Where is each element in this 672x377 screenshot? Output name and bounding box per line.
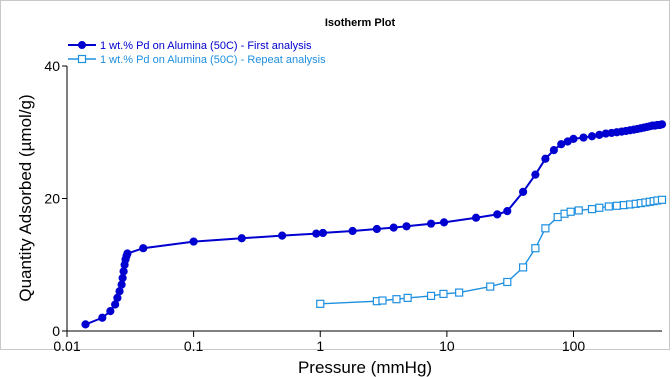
data-point-first-analysis	[113, 293, 122, 302]
x-tick-label: 0.01	[53, 338, 80, 354]
data-point-first-analysis	[587, 132, 597, 141]
data-point-first-analysis	[549, 146, 558, 155]
data-point-first-analysis	[519, 187, 528, 196]
x-axis-label: Pressure (mmHg)	[298, 358, 432, 377]
data-point-first-analysis	[111, 300, 120, 309]
data-point-first-analysis	[372, 224, 381, 234]
data-point-repeat-analysis	[541, 224, 550, 233]
data-point-first-analysis	[503, 206, 512, 216]
data-point-first-analysis	[402, 222, 411, 231]
data-point-first-analysis	[98, 313, 107, 322]
data-point-repeat-analysis	[553, 212, 562, 222]
legend-entry-first-analysis: 1 wt.% Pd on Alumina (50C) - First analy…	[68, 40, 312, 52]
data-point-repeat-analysis	[486, 282, 495, 291]
data-point-repeat-analysis	[595, 203, 604, 212]
chart-title: Isotherm Plot	[325, 17, 396, 29]
data-point-first-analysis	[123, 249, 132, 258]
data-point-first-analysis	[278, 231, 287, 240]
data-point-repeat-analysis	[426, 291, 436, 300]
data-point-repeat-analysis	[378, 296, 387, 305]
data-point-first-analysis	[119, 267, 128, 276]
legend-marker-first-analysis	[78, 41, 86, 49]
data-point-first-analysis	[81, 320, 90, 329]
data-point-repeat-analysis	[604, 202, 613, 211]
x-tick-label: 0.1	[184, 338, 204, 354]
data-point-first-analysis	[426, 219, 436, 228]
data-point-first-analysis	[106, 307, 115, 316]
y-tick-label: 20	[44, 191, 60, 207]
data-point-repeat-analysis	[455, 288, 464, 297]
data-point-first-analysis	[237, 234, 246, 243]
data-point-first-analysis	[569, 134, 578, 143]
data-point-first-analysis	[657, 120, 667, 129]
data-point-first-analysis	[579, 133, 588, 142]
chart-frame	[0, 0, 670, 350]
series-line-1	[85, 123, 663, 326]
data-point-repeat-analysis	[403, 293, 412, 302]
x-tick-label: 100	[562, 338, 586, 354]
data-point-first-analysis	[139, 244, 148, 253]
data-point-repeat-analysis	[587, 205, 597, 214]
data-point-repeat-analysis	[503, 277, 512, 287]
legend-entry-repeat-analysis: 1 wt.% Pd on Alumina (50C) - Repeat anal…	[68, 54, 326, 66]
legend-marker-repeat-analysis	[77, 54, 87, 64]
data-point-first-analysis	[117, 280, 126, 289]
data-point-first-analysis	[541, 154, 550, 163]
data-point-first-analysis	[348, 226, 357, 236]
data-point-repeat-analysis	[519, 263, 528, 272]
x-tick-label: 10	[439, 338, 455, 354]
legend: 1 wt.% Pd on Alumina (50C) - First analy…	[68, 40, 326, 66]
data-point-first-analysis	[389, 223, 398, 232]
data-point-repeat-analysis	[439, 289, 448, 298]
data-point-first-analysis	[439, 218, 449, 227]
data-point-first-analysis	[595, 130, 604, 139]
data-point-repeat-analysis	[566, 207, 575, 216]
x-tick-label: 1	[316, 338, 324, 354]
data-point-first-analysis	[471, 213, 481, 222]
y-tick-label: 40	[44, 58, 60, 74]
data-point-repeat-analysis	[574, 206, 583, 215]
y-axis-label: Quantity Adsorbed (µmol/g)	[16, 94, 35, 301]
data-point-first-analysis	[531, 170, 540, 179]
data-point-repeat-analysis	[316, 299, 325, 308]
data-point-first-analysis	[115, 287, 124, 296]
data-point-repeat-analysis	[612, 201, 621, 210]
data-point-repeat-analysis	[657, 195, 667, 204]
data-point-first-analysis	[118, 273, 127, 283]
y-tick-label: 0	[52, 323, 60, 339]
data-point-first-analysis	[493, 210, 502, 219]
data-point-repeat-analysis	[531, 244, 540, 253]
legend-label-repeat-analysis: 1 wt.% Pd on Alumina (50C) - Repeat anal…	[100, 54, 326, 66]
data-point-first-analysis	[189, 237, 198, 246]
data-point-first-analysis	[312, 229, 321, 238]
data-point-first-analysis	[318, 228, 328, 238]
data-point-repeat-analysis	[392, 295, 401, 304]
axes: 0 20 40 0.01 0.1 1 10 100	[44, 58, 662, 354]
legend-label-first-analysis: 1 wt.% Pd on Alumina (50C) - First analy…	[100, 40, 312, 52]
plot-area	[81, 120, 667, 329]
